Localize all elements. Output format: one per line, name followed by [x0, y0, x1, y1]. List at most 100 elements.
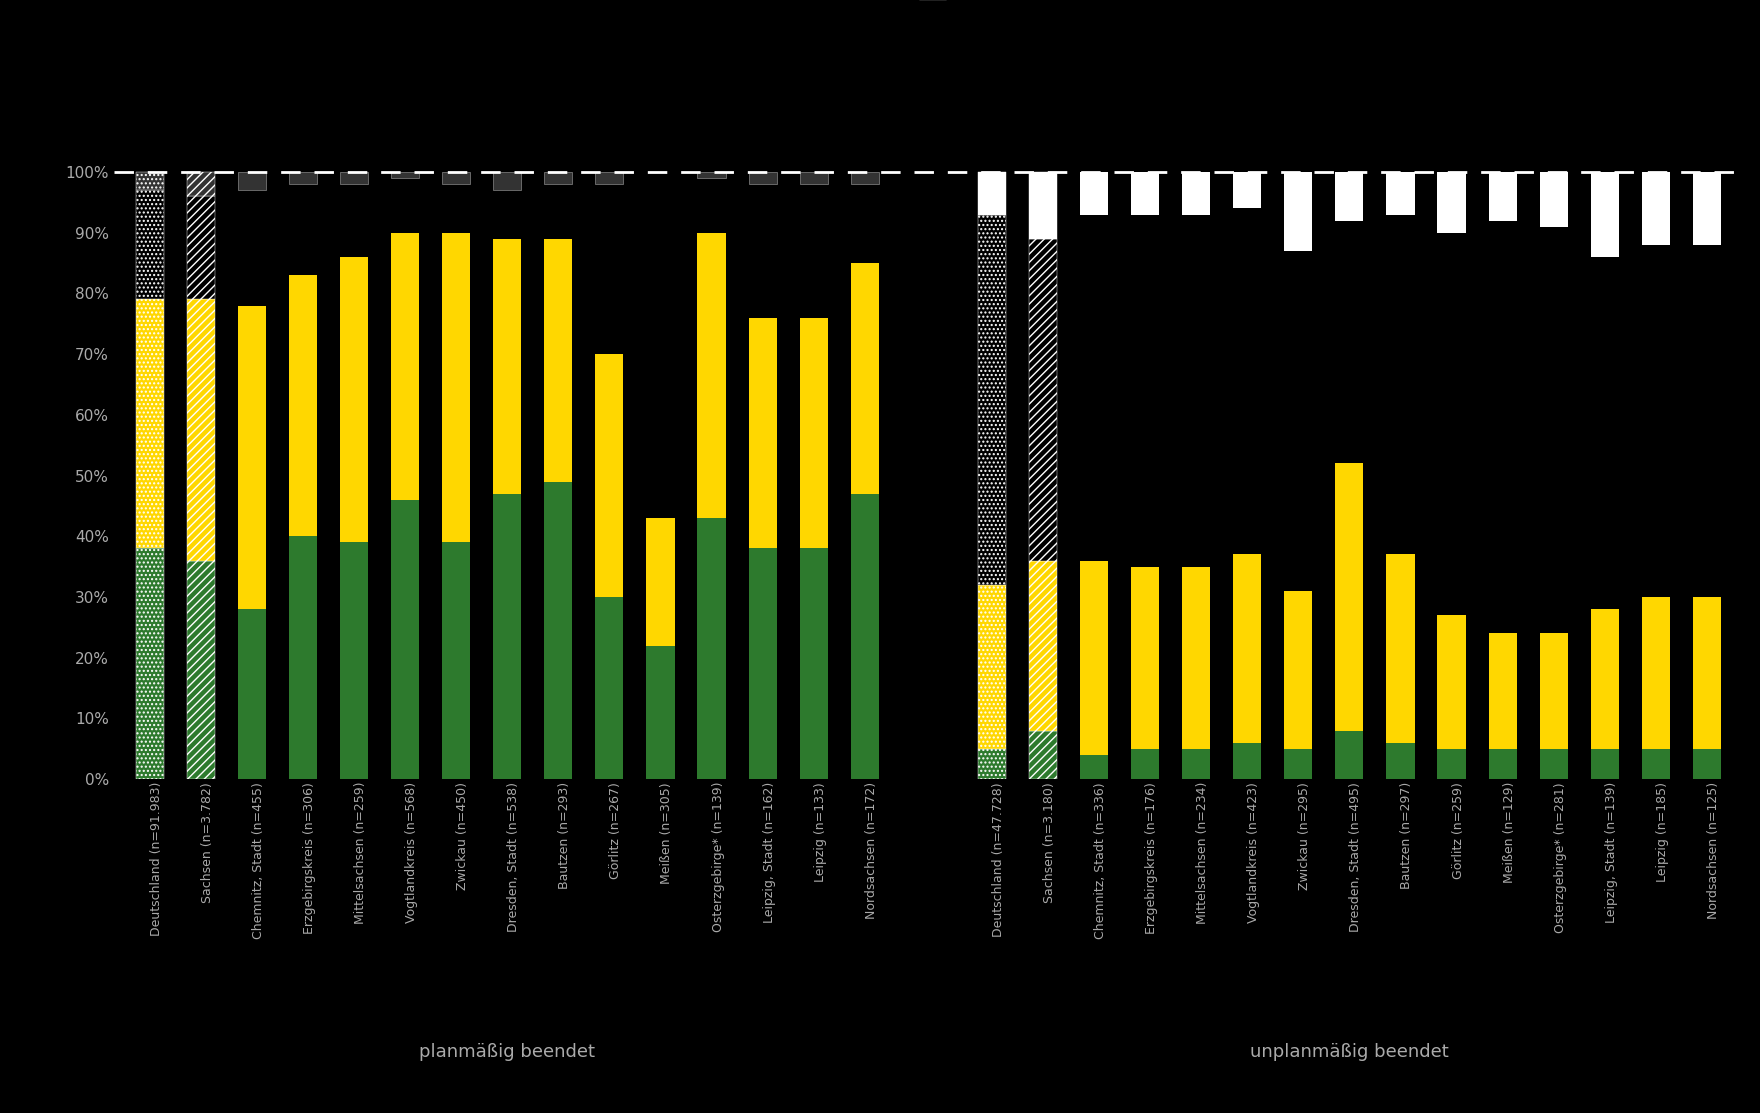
Bar — [391, 233, 419, 500]
Bar — [1183, 173, 1211, 215]
Bar — [799, 549, 827, 779]
Bar — [1693, 173, 1721, 245]
Bar — [442, 184, 470, 233]
Bar — [340, 184, 368, 257]
Bar — [748, 317, 776, 549]
Bar — [697, 518, 725, 779]
Bar — [1285, 173, 1313, 250]
Bar — [1285, 749, 1313, 779]
Bar — [1438, 173, 1466, 233]
Bar — [850, 494, 878, 779]
Bar — [1234, 742, 1262, 779]
Bar — [289, 184, 317, 275]
Bar — [748, 173, 776, 184]
Bar — [238, 609, 266, 779]
Bar — [1081, 173, 1109, 215]
Bar — [799, 317, 827, 549]
Bar — [442, 173, 470, 184]
Bar — [979, 584, 1007, 749]
Bar — [595, 173, 623, 184]
Bar — [136, 173, 164, 190]
Bar — [289, 275, 317, 536]
Bar — [1234, 208, 1262, 554]
Bar — [979, 173, 1007, 215]
Bar — [1540, 227, 1568, 633]
Bar — [1540, 749, 1568, 779]
Bar — [544, 184, 572, 239]
Bar — [979, 749, 1007, 779]
Text: planmäßig beendet: planmäßig beendet — [419, 1043, 595, 1061]
Bar — [340, 257, 368, 542]
Bar — [1591, 173, 1619, 257]
Bar — [1540, 173, 1568, 227]
Bar — [544, 239, 572, 482]
Bar — [1642, 245, 1670, 597]
Bar — [1030, 561, 1058, 730]
Bar — [442, 542, 470, 779]
Bar — [1183, 215, 1211, 567]
Bar — [1489, 220, 1517, 633]
Bar — [391, 173, 419, 178]
Bar — [1285, 591, 1313, 749]
Bar — [850, 263, 878, 494]
Bar — [1081, 215, 1109, 561]
Bar — [238, 306, 266, 609]
Bar — [1438, 749, 1466, 779]
Bar — [187, 196, 215, 299]
Bar — [1336, 463, 1364, 730]
Bar — [1336, 730, 1364, 779]
Bar — [1234, 554, 1262, 742]
Bar — [850, 184, 878, 263]
Bar — [1132, 749, 1160, 779]
Bar — [1132, 215, 1160, 567]
Bar — [340, 173, 368, 184]
Bar — [799, 184, 827, 317]
Bar — [493, 494, 521, 779]
Bar — [1132, 173, 1160, 215]
Bar — [238, 190, 266, 306]
Bar — [493, 190, 521, 239]
Bar — [748, 184, 776, 317]
Bar — [1081, 561, 1109, 755]
Legend: erfolgreich, gebessert, unverändert, verschlechtert: erfolgreich, gebessert, unverändert, ver… — [570, 0, 1287, 7]
Bar — [748, 549, 776, 779]
Bar — [136, 549, 164, 779]
Bar — [1336, 220, 1364, 463]
Bar — [799, 173, 827, 184]
Bar — [1132, 567, 1160, 749]
Bar — [850, 173, 878, 184]
Bar — [1387, 215, 1415, 554]
Bar — [136, 299, 164, 549]
Bar — [544, 173, 572, 184]
Bar — [544, 482, 572, 779]
Bar — [187, 299, 215, 561]
Bar — [1387, 742, 1415, 779]
Bar — [595, 184, 623, 354]
Bar — [1693, 749, 1721, 779]
Bar — [1285, 250, 1313, 591]
Bar — [187, 561, 215, 779]
Bar — [1030, 239, 1058, 561]
Bar — [1030, 730, 1058, 779]
Bar — [1234, 173, 1262, 208]
Bar — [1591, 609, 1619, 749]
Bar — [1183, 567, 1211, 749]
Bar — [697, 178, 725, 233]
Bar — [1540, 633, 1568, 749]
Bar — [1183, 749, 1211, 779]
Bar — [1642, 173, 1670, 245]
Bar — [595, 597, 623, 779]
Bar — [1489, 749, 1517, 779]
Bar — [1081, 755, 1109, 779]
Bar — [340, 542, 368, 779]
Bar — [1438, 615, 1466, 749]
Bar — [979, 215, 1007, 584]
Bar — [1591, 749, 1619, 779]
Bar — [493, 173, 521, 190]
Bar — [1642, 749, 1670, 779]
Bar — [595, 354, 623, 597]
Bar — [1030, 173, 1058, 239]
Text: unplanmäßig beendet: unplanmäßig beendet — [1250, 1043, 1448, 1061]
Bar — [442, 233, 470, 542]
Bar — [1336, 173, 1364, 220]
